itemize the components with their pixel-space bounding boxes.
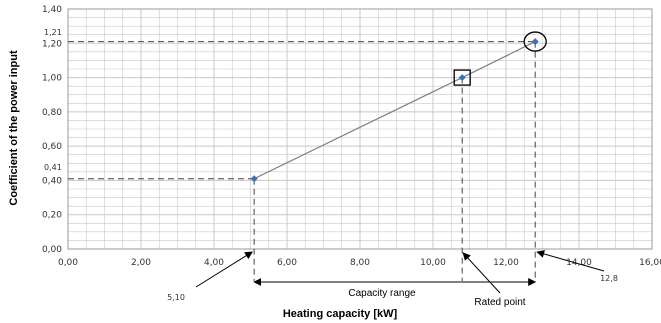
y-axis-title: Coefficient of the power input [8,50,20,206]
y-min-annotation: 0,41 [44,163,62,172]
x-max-annotation: 12,8 [600,274,618,283]
x-axis-title: Heating capacity [kW] [283,308,398,320]
x-max-pointer-arrow [536,250,605,272]
series-1 [250,38,539,183]
rated-point-arrow [462,252,501,294]
capacity-range-label: Capacity range [348,288,416,299]
y-tick-label: 1,20 [42,39,62,49]
y-max-annotation: 1,21 [44,28,62,37]
rated-point-square [453,69,471,86]
rated-point-label: Rated point [474,297,525,308]
series-line [253,41,536,180]
x-min-annotation: 5,10 [167,293,185,302]
data-point [531,38,539,46]
max-point-circle [523,31,547,52]
y-tick-label: 1,40 [42,5,62,15]
x-tick-label: 12,00 [493,258,519,268]
y-tick-label: 0,40 [42,176,62,186]
y-tick-label: 0,00 [42,245,62,255]
tick-labels: 0,00 2,00 4,00 6,00 8,00 10,00 12,00 14,00 16,0 0… [42,5,661,268]
annotations [195,31,605,294]
y-tick-label: 0,80 [42,108,62,118]
x-tick-label: 4,00 [204,258,224,268]
x-tick-label: 10,00 [420,258,446,268]
x-min-pointer-arrow [195,251,253,288]
data-point [458,74,466,82]
x-tick-label: 16,00 [639,258,661,268]
x-tick-label: 14,00 [566,258,592,268]
x-tick-label: 0,00 [58,258,78,268]
y-tick-label: 1,00 [42,74,62,84]
grid-lines [67,8,653,250]
data-point [250,175,258,183]
plot-area-border [67,8,653,250]
y-tick-label: 0,20 [42,211,62,221]
x-tick-label: 6,00 [277,258,297,268]
y-tick-label: 0,60 [42,142,62,152]
x-tick-label: 8,00 [350,258,370,268]
x-tick-label: 2,00 [131,258,151,268]
reference-lines [68,41,536,281]
